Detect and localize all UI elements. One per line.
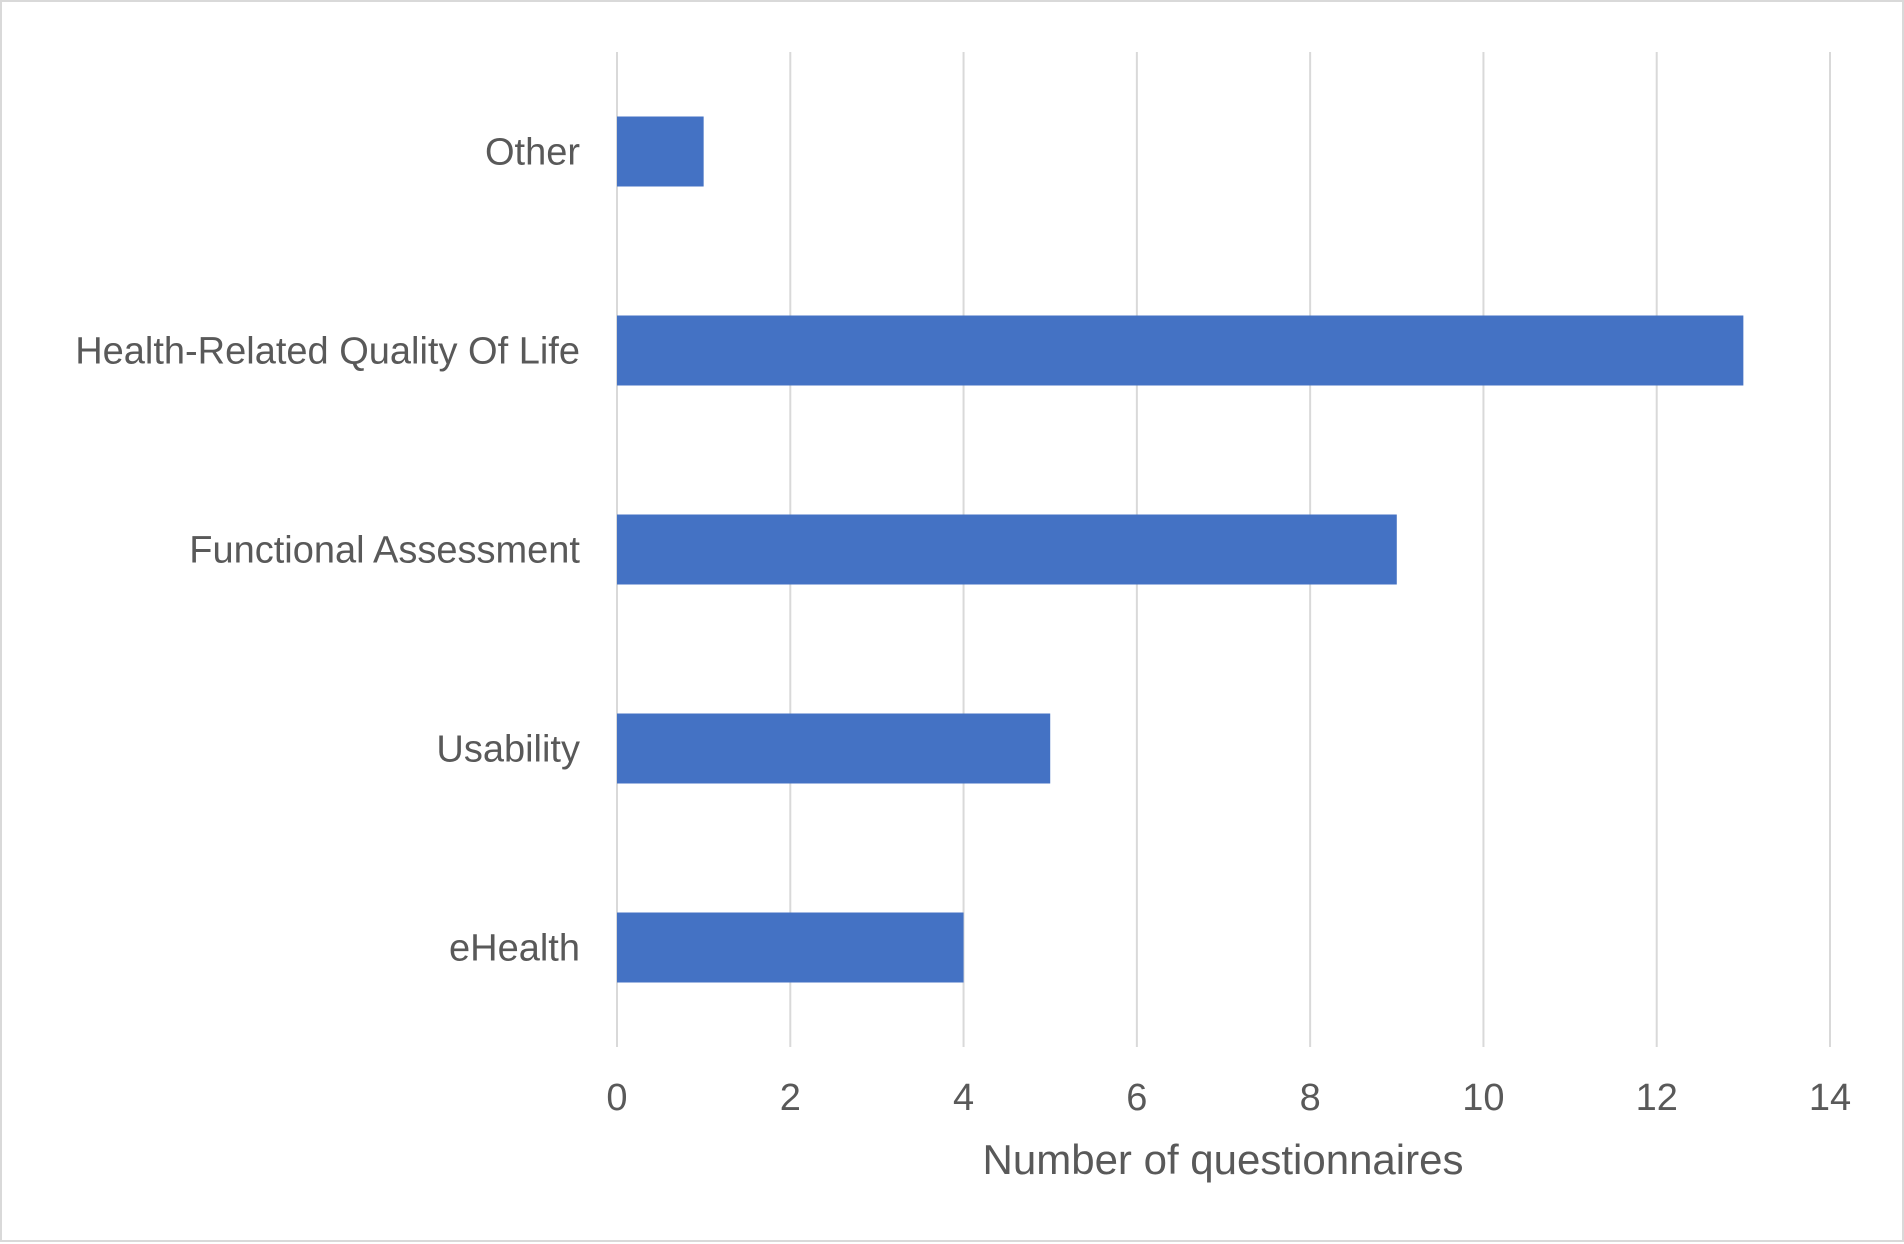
- x-tick-label: 8: [1300, 1077, 1321, 1119]
- x-tick-label: 0: [606, 1077, 627, 1119]
- bar: [617, 713, 1051, 784]
- bar: [617, 315, 1744, 386]
- category-label: eHealth: [449, 928, 580, 970]
- x-tick-label: 2: [780, 1077, 801, 1119]
- bar: [617, 514, 1397, 585]
- category-label: Functional Assessment: [189, 530, 580, 572]
- category-label: Other: [485, 132, 580, 174]
- x-axis-title: Number of questionnaires: [983, 1136, 1464, 1183]
- x-tick-label: 12: [1636, 1077, 1678, 1119]
- category-label: Usability: [436, 729, 580, 771]
- x-tick-label: 10: [1462, 1077, 1504, 1119]
- bars: [617, 116, 1744, 983]
- category-labels: Other Health-Related Quality Of Life Funct…: [75, 132, 580, 970]
- bar: [617, 912, 964, 983]
- category-label: Health-Related Quality Of Life: [75, 331, 580, 373]
- x-tick-labels: 0 2 4 6 8 10 12 14: [606, 1077, 1851, 1119]
- x-tick-label: 6: [1126, 1077, 1147, 1119]
- bar: [617, 116, 704, 187]
- x-tick-label: 4: [953, 1077, 974, 1119]
- x-tick-label: 14: [1809, 1077, 1851, 1119]
